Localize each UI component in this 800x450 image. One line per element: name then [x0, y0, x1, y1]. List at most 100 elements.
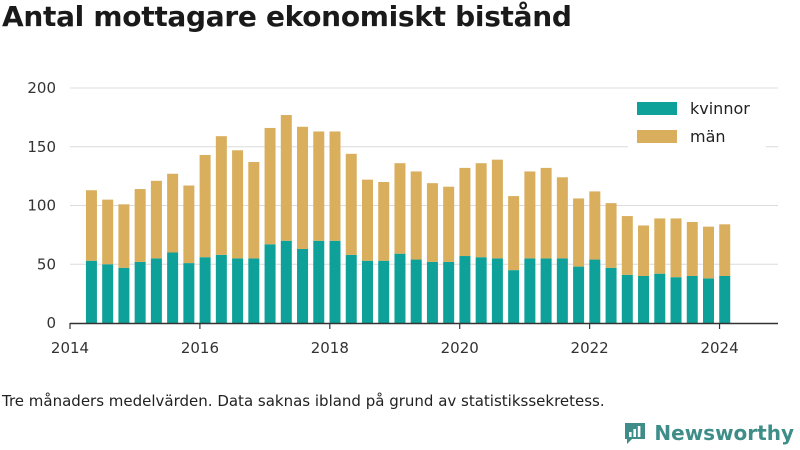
bar-man: [426, 183, 438, 262]
bar-kvinnor: [573, 266, 585, 323]
bar-kvinnor: [85, 260, 97, 323]
bar-man: [686, 221, 698, 276]
bar-man: [638, 225, 650, 276]
bar-kvinnor: [459, 256, 471, 323]
bar-man: [264, 127, 276, 245]
bar-kvinnor: [540, 258, 552, 323]
y-tick-label: 150: [27, 138, 56, 156]
bar-kvinnor: [605, 267, 617, 323]
bar-kvinnor: [410, 259, 422, 323]
bar-kvinnor: [248, 258, 260, 323]
bar-kvinnor: [199, 257, 211, 323]
stacked-bar-chart: 0 50 100 150 200 2014 2016 2018 2020 2022 2024 kvi…: [27, 79, 778, 357]
bar-kvinnor: [475, 257, 487, 323]
bar-man: [459, 167, 471, 257]
bar-kvinnor: [491, 258, 503, 323]
bar-kvinnor: [589, 259, 601, 323]
bar-kvinnor: [232, 258, 244, 323]
bar-man: [215, 136, 227, 255]
legend-swatch: [637, 102, 677, 115]
bar-kvinnor: [670, 277, 682, 323]
bar-kvinnor: [150, 258, 162, 323]
bar-man: [232, 150, 244, 259]
bar-kvinnor: [167, 252, 179, 323]
bar-man: [394, 163, 406, 254]
y-tick-label: 0: [46, 314, 56, 332]
y-tick-label: 200: [27, 79, 56, 97]
bar-kvinnor: [394, 253, 406, 323]
bar-kvinnor: [719, 276, 731, 323]
bar-kvinnor: [345, 254, 357, 323]
bar-man: [313, 131, 325, 241]
bar-man: [134, 189, 146, 262]
bar-kvinnor: [524, 258, 536, 323]
bar-man: [589, 191, 601, 260]
bar-kvinnor: [183, 263, 195, 323]
newsworthy-logo-icon: [625, 423, 646, 444]
bar-kvinnor: [280, 240, 292, 323]
chart-caption: Tre månaders medelvärden. Data saknas ib…: [2, 392, 605, 410]
bar-kvinnor: [686, 276, 698, 323]
bar-man: [329, 131, 341, 241]
bar-man: [508, 196, 520, 271]
bar-kvinnor: [556, 258, 568, 323]
x-tick-label: 2018: [311, 339, 349, 357]
x-tick-label: 2014: [51, 339, 89, 357]
bar-man: [443, 186, 455, 262]
bar-kvinnor: [508, 270, 520, 323]
bar-man: [702, 226, 714, 279]
x-tick-label: 2024: [700, 339, 738, 357]
axes: 0 50 100 150 200 2014 2016 2018 2020 2022 2024: [27, 79, 778, 357]
x-tick-label: 2022: [571, 339, 609, 357]
bar-man: [475, 163, 487, 258]
x-tick-label: 2020: [441, 339, 479, 357]
bar-man: [248, 162, 260, 259]
bar-man: [621, 216, 633, 275]
bar-man: [524, 171, 536, 259]
bar-kvinnor: [702, 278, 714, 323]
bar-kvinnor: [313, 240, 325, 323]
bar-man: [361, 179, 373, 261]
bar-man: [378, 182, 390, 261]
bar-man: [573, 198, 585, 267]
y-tick-label: 100: [27, 197, 56, 215]
bar-kvinnor: [621, 274, 633, 323]
bar-man: [297, 126, 309, 249]
bar-kvinnor: [118, 267, 130, 323]
brand-logo[interactable]: Newsworthy: [622, 420, 794, 446]
bar-man: [410, 171, 422, 260]
bar-man: [280, 115, 292, 241]
legend-label: män: [690, 127, 726, 146]
bar-man: [605, 203, 617, 268]
bar-man: [719, 224, 731, 276]
bar-man: [491, 159, 503, 259]
bar-man: [556, 177, 568, 259]
bar-man: [150, 180, 162, 259]
bar-man: [102, 199, 114, 265]
bar-kvinnor: [638, 276, 650, 323]
bar-kvinnor: [134, 261, 146, 323]
bar-man: [199, 154, 211, 258]
bar-kvinnor: [264, 244, 276, 323]
legend-swatch: [637, 130, 677, 143]
bar-kvinnor: [329, 240, 341, 323]
bar-man: [540, 167, 552, 259]
bar-man: [183, 185, 195, 264]
bar-man: [118, 204, 130, 268]
bar-man: [85, 190, 97, 261]
bars: [85, 115, 731, 323]
bar-man: [670, 218, 682, 278]
x-tick-label: 2016: [181, 339, 219, 357]
bar-kvinnor: [378, 260, 390, 323]
bar-kvinnor: [215, 254, 227, 323]
legend: kvinnor män: [628, 92, 766, 148]
chart-title: Antal mottagare ekonomiskt bistånd: [2, 0, 572, 33]
bar-kvinnor: [443, 261, 455, 323]
y-tick-label: 50: [37, 255, 56, 273]
bar-man: [167, 173, 179, 253]
bar-man: [345, 153, 357, 255]
bar-kvinnor: [654, 273, 666, 323]
bar-man: [654, 218, 666, 274]
bar-kvinnor: [426, 261, 438, 323]
legend-label: kvinnor: [690, 99, 750, 118]
